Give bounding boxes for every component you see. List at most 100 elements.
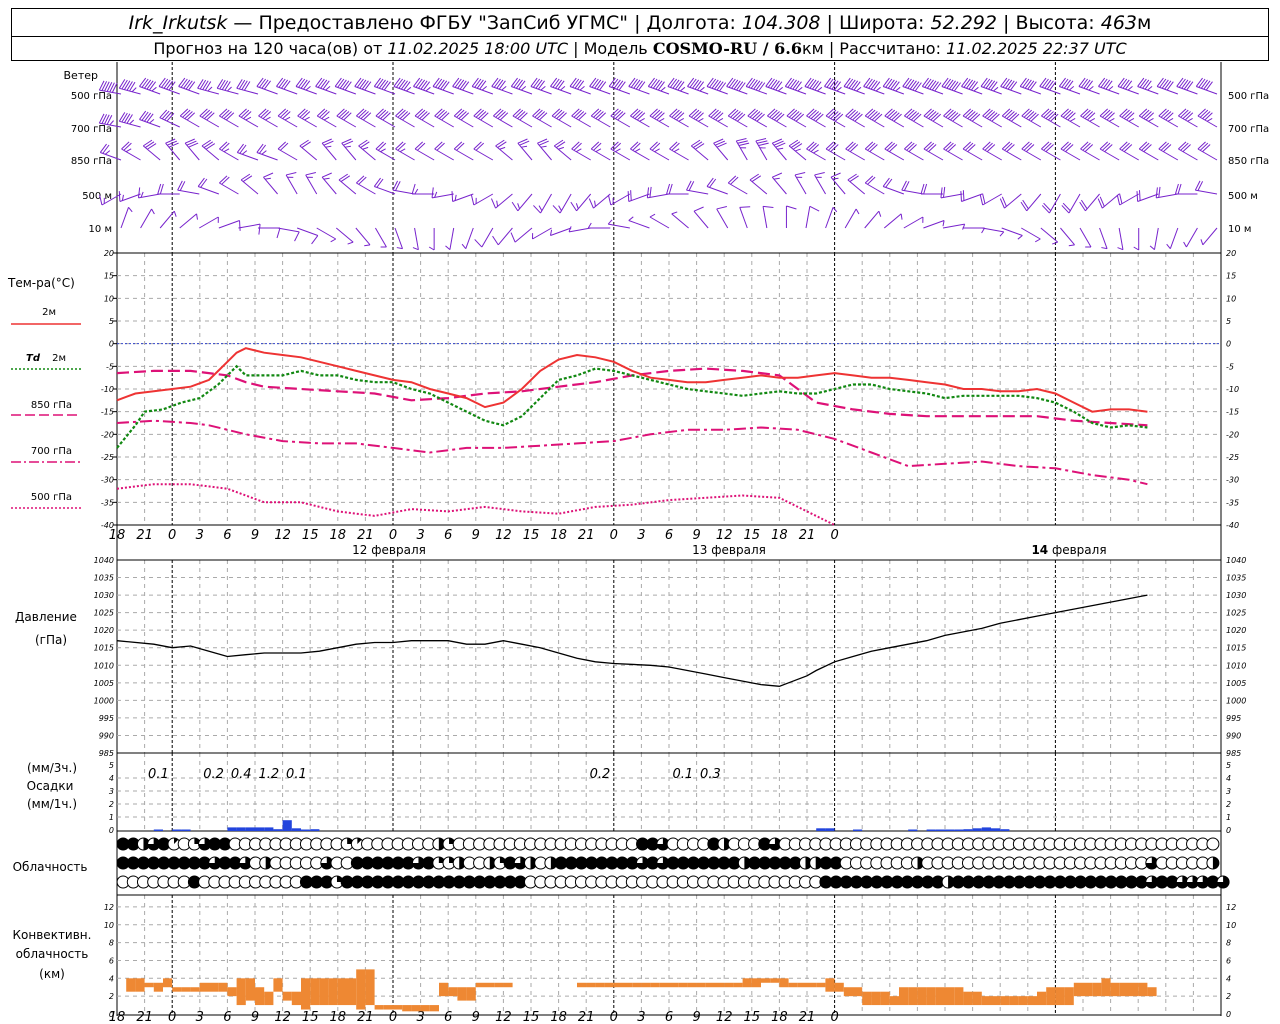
forecast-time: 11.02.2025 18:00 UTC [387, 39, 568, 58]
wind-barb-staff [495, 145, 513, 161]
wind-barb [982, 108, 1002, 128]
cloud-fill [605, 857, 618, 869]
hour-label-bottom: 21 [357, 1010, 374, 1024]
wind-barb [451, 191, 474, 202]
wind-barb-flag [982, 193, 986, 204]
wind-barb-staff [465, 227, 474, 249]
wind-barb-flag [159, 109, 168, 119]
temp-tick-label-left: -35 [101, 498, 114, 507]
precip-bar [935, 829, 945, 831]
meteogram-static: Ветер 500 гПа 700 гПа 850 гПа 500 м 10 м… [7, 69, 1269, 981]
wind-barb-staff [140, 208, 153, 229]
wind-barb [960, 190, 983, 202]
wind-barb [1194, 180, 1218, 195]
wind-barb-staff [532, 227, 552, 240]
wind-barb-flag [671, 142, 680, 151]
wind-barb-flag [147, 143, 157, 150]
wind-barb-staff [356, 182, 376, 195]
convective-bar [1073, 982, 1083, 997]
wind-barb-flag [736, 81, 744, 91]
altitude-unit: м [1137, 12, 1152, 34]
wind-barb-staff [608, 223, 630, 229]
wind-barb-flag [517, 203, 521, 209]
wind-barb [316, 227, 337, 243]
wind-barb-flag [1108, 86, 1114, 91]
convective-bar [1147, 987, 1157, 997]
convective-bar [475, 982, 485, 988]
wind-barb-flag [980, 77, 988, 87]
wind-barb-flag [1119, 108, 1128, 117]
wind-barb-flag [693, 206, 704, 212]
wind-barb-flag [941, 77, 949, 87]
wind-barb-staff [788, 145, 807, 161]
wind-barb-flag [945, 142, 954, 151]
wind-barb [1021, 108, 1042, 128]
wind-barb-flag [1205, 81, 1213, 91]
wind-barb-flag [421, 112, 430, 121]
wind-barb-staff [374, 227, 387, 248]
wind-barb-staff [517, 142, 533, 161]
wind-barb-flag [1197, 141, 1206, 150]
convective-bar [245, 978, 255, 1001]
wind-barb-flag [771, 111, 780, 120]
convective-bar [319, 978, 329, 1006]
wind-barb-flag [1117, 247, 1124, 251]
precip-unit-3h: (мм/3ч.) [27, 761, 77, 775]
wind-barb-flag [734, 112, 744, 121]
wind-barb-flag [951, 81, 959, 91]
wind-barb-flag [1083, 79, 1091, 89]
wind-barb [1079, 227, 1092, 248]
cloud-fill [412, 857, 425, 870]
wind-barb-flag [889, 144, 898, 153]
wind-barb [218, 220, 241, 231]
wind-barb [630, 108, 650, 128]
wind-barb-flag [188, 81, 196, 91]
wind-barb-flag [400, 80, 408, 90]
wind-barb-flag [1021, 141, 1030, 150]
pres-tick-label-left: 1025 [94, 609, 114, 618]
wind-barb [553, 139, 572, 161]
wind-barb-flag [392, 180, 399, 191]
cloud-fill [341, 876, 354, 888]
wind-barb-flag [1023, 109, 1033, 118]
wind-barb-flag [594, 200, 596, 207]
wind-barb-flag [186, 140, 197, 146]
model-label: Модель [583, 39, 648, 58]
wind-barb-flag [966, 79, 974, 89]
wind-barb-flag [1099, 108, 1109, 117]
wind-barb [413, 77, 435, 95]
wind-barb-staff [864, 210, 880, 229]
wind-barb [199, 216, 219, 229]
convective-bar [871, 991, 881, 1006]
wind-barb-flag [354, 77, 362, 87]
wind-barb-flag [749, 109, 759, 118]
cloud-fill [147, 838, 160, 851]
cloud-fill [371, 857, 384, 869]
hour-label-top: 15 [523, 528, 540, 543]
wind-barb-flag [890, 80, 898, 90]
wind-barb-flag [1138, 190, 1141, 201]
wind-barb [982, 141, 1002, 161]
wind-barb-staff [238, 223, 261, 229]
wind-barb-flag [855, 208, 860, 215]
wind-barb-flag [654, 148, 660, 153]
wind-barb-staff [814, 174, 827, 195]
wind-barb-flag [414, 141, 424, 150]
wind-barb [219, 108, 239, 128]
wind-barb-flag [973, 86, 979, 92]
pres-tick-label-left: 995 [99, 714, 114, 723]
wind-barb-staff [628, 193, 650, 202]
wind-barb-flag [758, 142, 769, 147]
convective-bar [825, 978, 835, 992]
wind-barb [607, 193, 631, 206]
wind-barb-flag [415, 78, 423, 88]
wind-barb-flag [608, 77, 616, 87]
wind-barb-flag [593, 142, 602, 151]
pressure-line [116, 594, 1148, 687]
wind-barb-flag [1123, 144, 1133, 153]
convective-bar [623, 982, 633, 988]
wind-barb-staff [1079, 227, 1092, 248]
wind-barb-staff [844, 208, 857, 229]
wind-barb-flag [1119, 141, 1128, 150]
hour-label-top: 9 [692, 528, 700, 543]
